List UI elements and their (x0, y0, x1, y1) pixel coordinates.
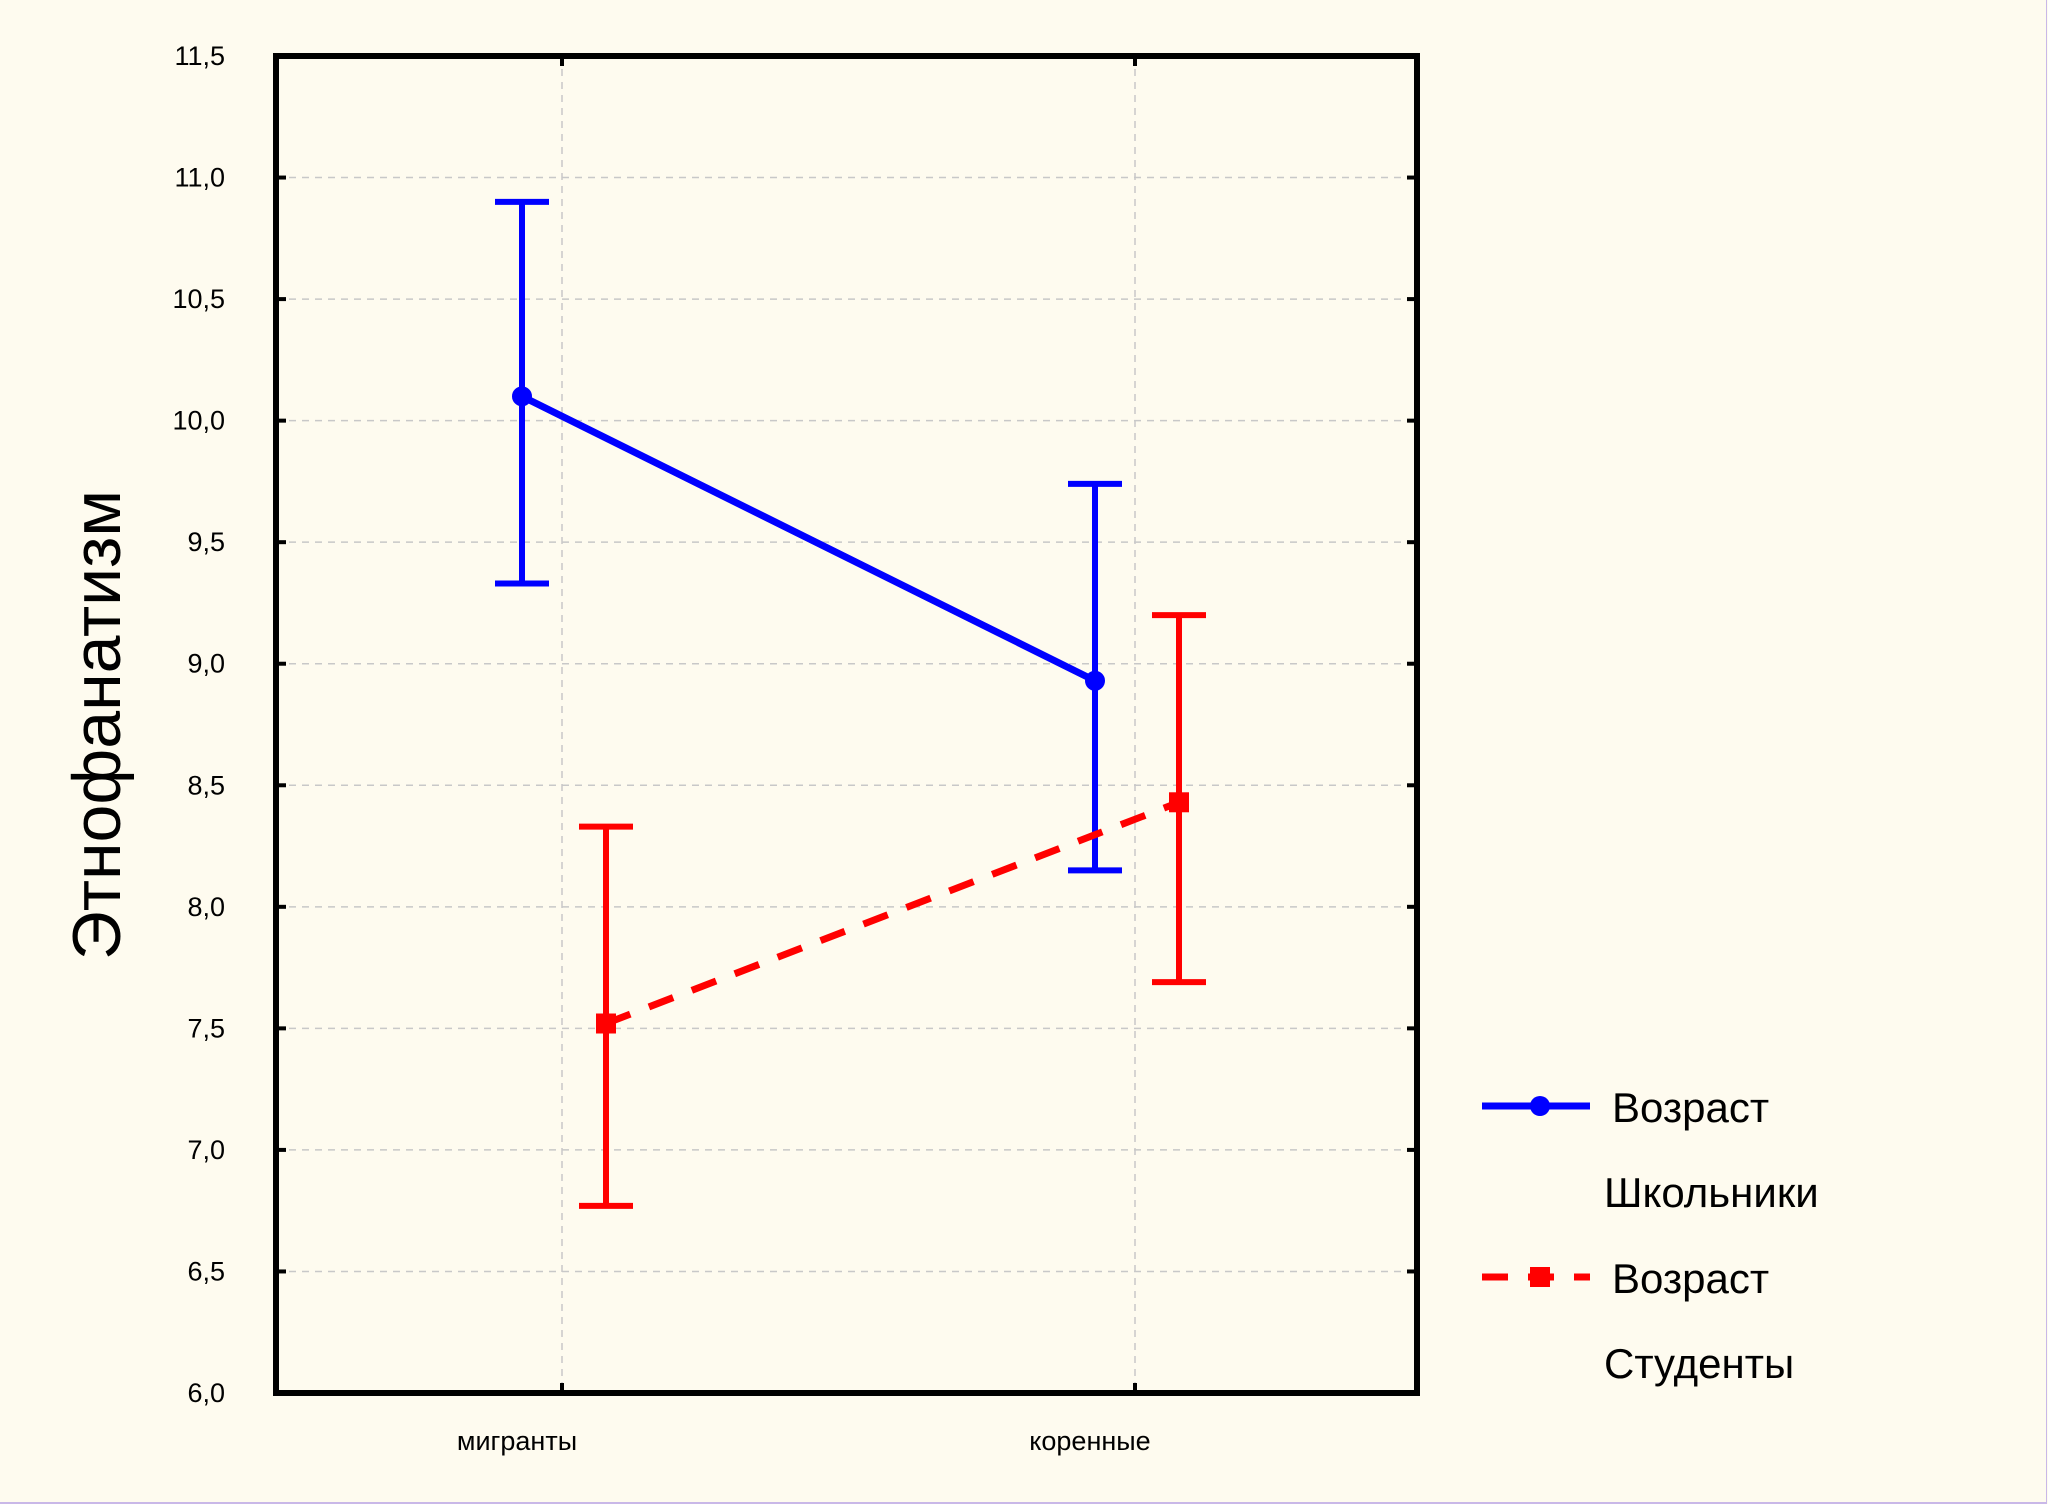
y-tick-label: 7,5 (187, 1013, 225, 1043)
y-tick-label: 8,5 (187, 770, 225, 800)
legend-marker (1530, 1096, 1550, 1116)
y-tick-label: 9,5 (187, 527, 225, 557)
plot-frame (273, 53, 1420, 1396)
data-point (1085, 670, 1105, 691)
axis-ticks: 6,0 6,5 7,0 7,5 8,0 8,5 9,0 9,5 10,0 10,5 11,0 11,5… (172, 41, 1417, 1456)
data-series (495, 198, 1206, 1209)
legend-value: Студенты (1604, 1340, 1794, 1387)
data-point (596, 1013, 616, 1034)
data-point (1169, 792, 1189, 813)
legend-value: Школьники (1604, 1169, 1819, 1216)
data-point (512, 386, 532, 407)
y-tick-label: 6,0 (187, 1378, 225, 1408)
y-tick-label: 10,0 (172, 406, 225, 436)
legend-title: Возраст (1612, 1084, 1769, 1131)
y-tick-label: 11,0 (174, 163, 225, 193)
series-2 (579, 612, 1206, 1209)
y-tick-label: 8,0 (187, 892, 225, 922)
x-tick-label: мигранты (457, 1426, 577, 1456)
y-tick-label: 9,0 (187, 649, 225, 679)
legend: Возраст Школьники Возраст Студенты (1482, 1084, 1819, 1387)
legend-title: Возраст (1612, 1255, 1769, 1302)
y-axis-label: Этнофанатизм (59, 490, 135, 960)
series-line (520, 393, 1097, 684)
y-tick-label: 10,5 (172, 284, 225, 314)
y-tick-label: 7,0 (187, 1135, 225, 1165)
x-tick-label: коренные (1029, 1426, 1150, 1456)
legend-marker (1530, 1267, 1550, 1287)
y-tick-label: 6,5 (187, 1256, 225, 1286)
grid-lines (276, 56, 1417, 1393)
series-1 (495, 198, 1122, 874)
y-tick-label: 11,5 (174, 41, 225, 71)
series-line (604, 799, 1181, 1027)
